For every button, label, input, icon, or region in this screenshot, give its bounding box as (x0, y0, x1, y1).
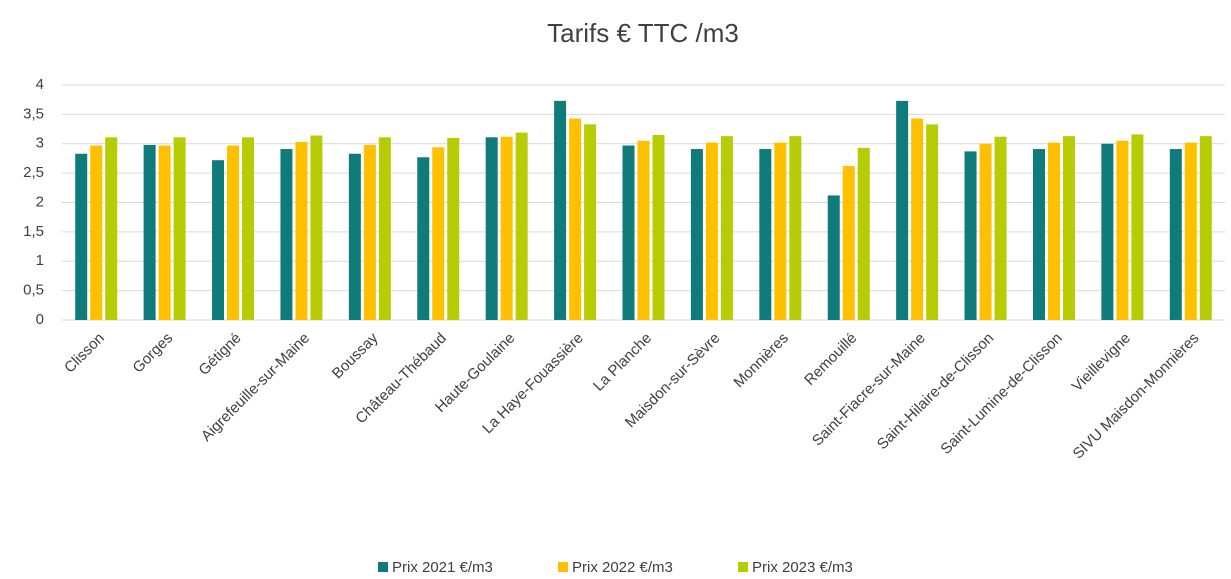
y-tick-label: 4 (36, 76, 44, 93)
x-tick-label: Clisson (61, 330, 108, 377)
bar (1169, 149, 1182, 320)
bar (417, 157, 430, 320)
bar (690, 149, 703, 320)
x-tick-label: SIVU Maisdon-Monnières (1070, 330, 1203, 463)
legend-label: Prix 2022 €/m3 (572, 559, 673, 576)
bar (227, 145, 240, 320)
chart-title: Tarifs € TTC /m3 (547, 18, 739, 48)
bar (310, 135, 323, 320)
bar (1199, 136, 1212, 320)
bar (652, 134, 665, 320)
bar (105, 137, 118, 320)
legend-swatch (558, 562, 568, 572)
bar (295, 141, 308, 320)
bar (280, 149, 293, 320)
bar (485, 137, 498, 320)
bar (827, 195, 840, 320)
legend-label: Prix 2023 €/m3 (752, 559, 853, 576)
bar (1116, 140, 1129, 320)
bar (994, 136, 1007, 320)
bar (1062, 136, 1075, 320)
x-tick-label: Monnières (730, 330, 792, 392)
y-tick-label: 1 (36, 252, 44, 269)
legend-label: Prix 2021 €/m3 (392, 559, 493, 576)
bar (515, 132, 528, 320)
bar (378, 137, 391, 320)
x-tick-label: Saint-Fiacre-sur-Maine (809, 330, 929, 450)
y-tick-label: 1,5 (23, 223, 44, 240)
bar (720, 136, 733, 320)
bar (363, 144, 376, 320)
bar (774, 142, 787, 320)
bar (90, 145, 103, 320)
y-tick-label: 0 (36, 311, 44, 328)
bar (447, 137, 460, 320)
bar (857, 147, 870, 320)
y-tick-label: 2 (36, 193, 44, 210)
bar (896, 100, 909, 320)
bar (242, 137, 255, 320)
y-tick-label: 3,5 (23, 105, 44, 122)
x-tick-label: Vieillevigne (1069, 330, 1134, 395)
bar (500, 136, 513, 320)
bar (584, 124, 597, 320)
bar (1032, 149, 1045, 320)
bar (554, 100, 567, 320)
y-tick-label: 2,5 (23, 164, 44, 181)
bar (789, 136, 802, 320)
bar (926, 124, 939, 320)
bar (569, 118, 582, 320)
x-tick-label: La Planche (590, 330, 655, 395)
x-tick-label: Gétigné (195, 330, 244, 379)
bar (842, 166, 855, 320)
x-tick-label: Saint-Lumine-de-Clisson (937, 330, 1065, 458)
bar (637, 140, 650, 320)
bar (75, 153, 88, 320)
y-tick-label: 3 (36, 135, 44, 152)
bar (622, 145, 635, 320)
y-tick-label: 0,5 (23, 282, 44, 299)
x-tick-label: Saint-Hilaire-de-Clisson (874, 330, 997, 453)
bar (432, 147, 445, 320)
bar (705, 142, 718, 320)
legend-swatch (378, 562, 388, 572)
bar (1101, 143, 1114, 320)
x-tick-label: Remouillé (801, 330, 860, 389)
bar (1131, 134, 1144, 320)
x-tick-label: Boussay (329, 329, 382, 382)
bar (1184, 142, 1197, 320)
bar (173, 137, 186, 320)
bar (212, 160, 225, 320)
bar (759, 149, 772, 320)
bar (348, 153, 361, 320)
bar (143, 144, 156, 320)
bar (979, 143, 992, 320)
legend-swatch (738, 562, 748, 572)
bar (911, 118, 924, 320)
bar (1047, 142, 1060, 320)
x-tick-label: Gorges (129, 330, 176, 377)
bar (964, 151, 977, 320)
bar (158, 145, 171, 320)
